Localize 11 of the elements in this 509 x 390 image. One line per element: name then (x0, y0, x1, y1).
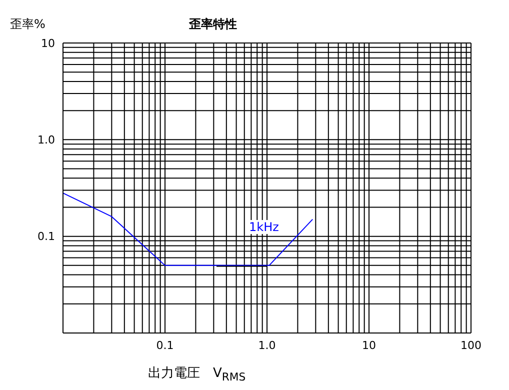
x-axis-title: 出力電圧 V$_{RMS}$ (148, 365, 246, 384)
chart-title: 歪率特性 (188, 16, 238, 33)
y-axis-title: 歪率% (10, 16, 46, 33)
y-tick-label: 10 (41, 36, 55, 50)
x-tick-label: 1.0 (258, 338, 276, 352)
y-tick-label: 1.0 (38, 134, 55, 147)
y-tick-label: 0.1 (38, 230, 55, 244)
x-tick-label: 10 (362, 338, 376, 352)
x-tick-label: 100 (460, 338, 482, 352)
x-tick-label: 0.1 (156, 338, 174, 352)
annotation: 1kHz (248, 220, 280, 234)
